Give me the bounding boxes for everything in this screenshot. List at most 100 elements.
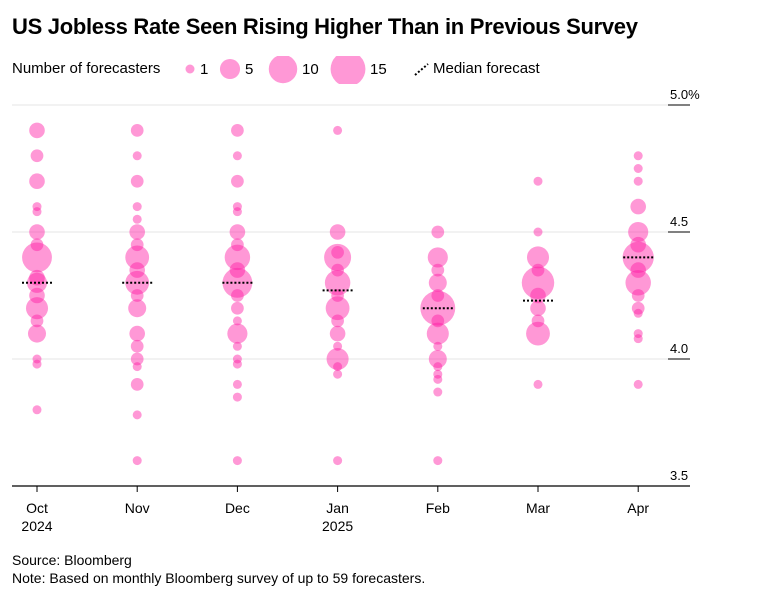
forecast-bubble <box>326 347 349 371</box>
legend-median-label: Median forecast <box>433 60 540 77</box>
forecast-bubble <box>630 262 646 278</box>
forecast-bubble <box>130 378 144 391</box>
forecast-bubble <box>232 354 242 364</box>
forecast-bubble <box>631 289 645 302</box>
forecast-bubble <box>531 314 545 328</box>
forecast-bubble <box>229 262 246 278</box>
y-tick-label: 4.5 <box>670 214 688 229</box>
x-tick-label: Nov <box>125 500 150 516</box>
forecast-bubble <box>129 325 145 342</box>
forecast-bubble <box>227 323 248 344</box>
forecast-bubble <box>325 296 350 321</box>
forecast-bubble <box>630 236 646 253</box>
forecast-bubble <box>530 300 546 316</box>
forecast-bubble <box>331 245 344 259</box>
series-feb <box>420 225 456 466</box>
legend-median-swatch <box>414 63 429 76</box>
y-tick-label: 4.0 <box>670 341 688 356</box>
forecast-bubble <box>132 214 142 224</box>
forecast-bubble <box>130 174 144 188</box>
x-tick-label: Feb <box>426 500 450 516</box>
forecast-bubble <box>132 202 142 212</box>
x-tick-label: Oct <box>26 500 48 516</box>
y-tick-label: 3.5 <box>670 468 688 483</box>
forecast-bubble <box>521 266 555 300</box>
x-tick-label: Mar <box>526 500 550 516</box>
forecast-bubble <box>231 124 244 137</box>
forecast-bubble <box>633 308 643 318</box>
forecast-bubble <box>232 392 242 402</box>
series-nov <box>125 124 150 466</box>
forecast-bubble <box>625 270 651 296</box>
forecast-bubble <box>232 151 242 161</box>
forecast-bubble <box>232 341 242 351</box>
forecast-bubble <box>232 316 242 326</box>
forecast-bubble <box>533 227 543 237</box>
forecast-bubble <box>427 247 448 268</box>
series-oct <box>22 122 52 415</box>
legend-size-value: 1 <box>200 61 208 78</box>
forecast-bubble <box>433 369 443 379</box>
forecast-bubble <box>130 238 144 252</box>
x-tick-label: Jan <box>326 500 349 516</box>
forecast-bubble <box>30 238 44 252</box>
forecast-bubble <box>333 369 343 379</box>
forecast-bubble <box>633 164 643 173</box>
forecast-bubble <box>29 122 45 139</box>
forecast-bubble <box>29 269 45 286</box>
forecast-bubble <box>29 287 45 304</box>
chart-title: US Jobless Rate Seen Rising Higher Than … <box>12 14 638 39</box>
y-tick-label: 5.0% <box>670 87 700 102</box>
forecast-bubble <box>431 289 445 302</box>
forecast-bubble <box>433 456 443 466</box>
legend-size-value: 5 <box>245 61 253 78</box>
forecast-bubble <box>426 322 449 345</box>
forecast-bubble <box>333 125 343 135</box>
forecast-bubble <box>130 124 144 137</box>
forecast-bubble <box>29 173 45 189</box>
series-dec <box>222 124 253 466</box>
forecast-bubble <box>32 359 42 369</box>
legend-bubble <box>219 58 241 80</box>
forecast-bubble <box>32 202 42 212</box>
forecast-bubble <box>32 207 42 217</box>
forecast-bubble <box>526 321 550 346</box>
forecast-bubble <box>329 224 346 240</box>
forecast-bubble <box>132 151 142 161</box>
forecast-bubble <box>32 354 42 364</box>
forecast-bubble <box>229 224 246 240</box>
forecast-bubble <box>132 362 142 372</box>
forecast-bubble <box>333 362 343 372</box>
forecast-bubble <box>633 151 643 161</box>
legend-bubble <box>330 56 366 84</box>
forecast-bubble <box>232 359 242 369</box>
forecast-bubble <box>30 314 44 328</box>
forecast-bubble <box>130 352 144 366</box>
forecast-bubble <box>232 456 242 466</box>
forecast-bubble <box>633 334 643 344</box>
forecast-bubble <box>130 339 144 353</box>
forecast-bubble <box>224 244 251 271</box>
legend-bubbles: 1 5 10 15 <box>185 56 429 84</box>
forecast-bubble <box>333 456 343 466</box>
forecast-bubble <box>231 174 244 188</box>
forecast-bubble <box>232 379 242 389</box>
forecast-bubble <box>26 272 48 293</box>
forecast-bubble <box>331 263 344 277</box>
forecast-bubble <box>631 301 645 315</box>
forecast-bubble <box>633 329 643 339</box>
forecast-bubble <box>533 176 543 186</box>
x-tick-year-label: 2025 <box>322 518 353 534</box>
forecast-bubble <box>129 262 145 278</box>
series-apr <box>622 151 654 389</box>
legend-size-value: 15 <box>370 61 387 78</box>
legend: Number of forecasters 1 5 10 15 Median fore… <box>12 56 712 84</box>
bubble-chart: 3.5 4.0 4.5 5.0% Oct 2024 Nov Dec Jan 2025 Feb Mar A… <box>12 87 700 534</box>
forecast-bubble <box>433 362 443 372</box>
forecast-bubble <box>333 341 343 351</box>
forecast-bubble <box>431 225 445 239</box>
forecast-bubble <box>324 243 352 271</box>
methodology-note: Note: Based on monthly Bloomberg survey … <box>12 570 426 586</box>
forecast-bubble <box>129 224 145 240</box>
forecast-bubble <box>130 289 144 302</box>
